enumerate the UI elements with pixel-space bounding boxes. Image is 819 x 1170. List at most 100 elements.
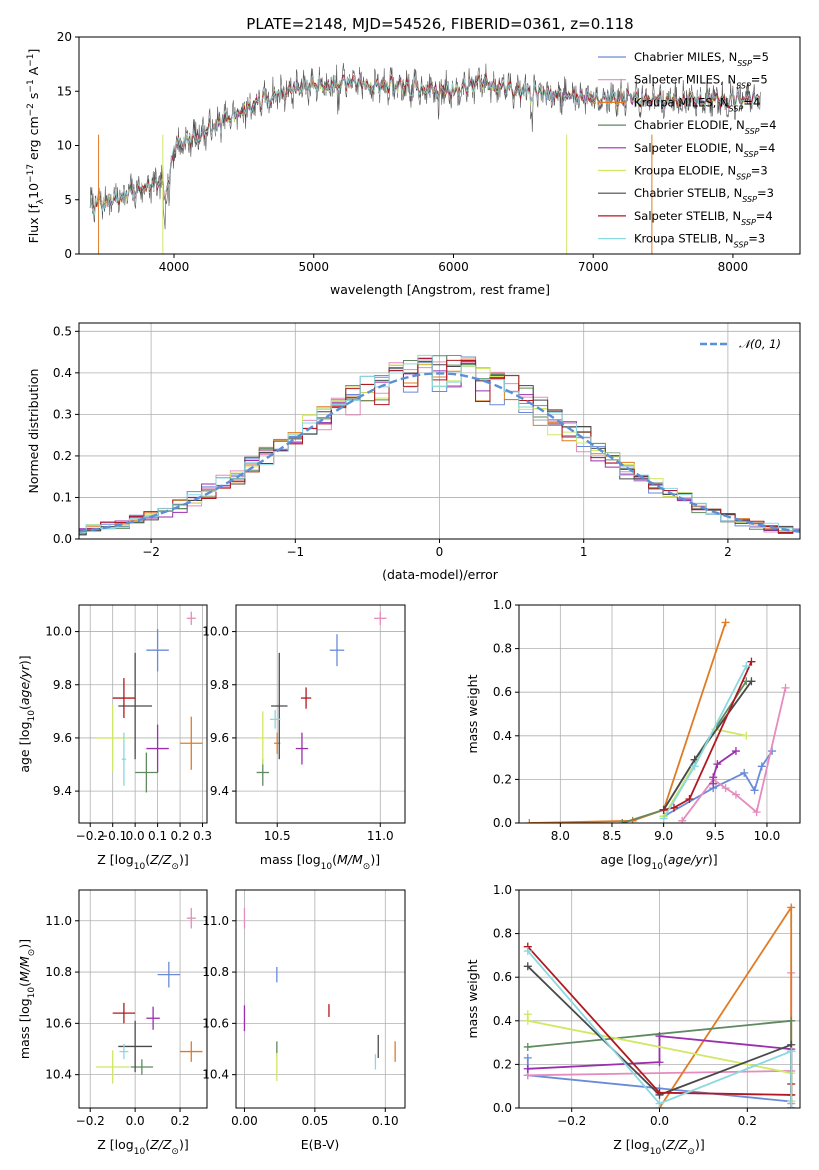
mass-weight-vs-age-xlabel: age [log10(age/yr)] <box>600 852 717 872</box>
residual-histogram <box>79 363 800 534</box>
x-tick-label: −0.1 <box>98 829 127 843</box>
mass-weight-vs-age-xlabel-part: ( <box>663 852 668 867</box>
y-tick-label: 10.4 <box>202 1068 229 1082</box>
axes-frame <box>235 889 406 1109</box>
legend-entry: Salpeter STELIB, NSSP=4 <box>634 209 773 227</box>
mass-weight-vs-Z-ylabel: mass weight <box>465 959 480 1038</box>
x-tick-label: 0.05 <box>302 1114 329 1128</box>
spectrum-xlabel: wavelength [Angstrom, rest frame] <box>330 282 550 297</box>
normal-curve <box>79 372 800 533</box>
mass-weight-marker <box>523 1053 532 1062</box>
age-vs-mass-xlabel-part: ( <box>332 852 337 867</box>
y-tick-label: 0.8 <box>493 642 512 656</box>
legend-model-name: Kroupa MILES, N <box>634 95 729 109</box>
age-vs-Z-xlabel-part: Z/Z <box>149 852 172 867</box>
age-vs-Z-xlabel-part: ( <box>145 852 150 867</box>
spectrum-ylabel-part: ] <box>26 49 41 54</box>
mass-vs-Z-ylabel: mass [log10(M/M⊙)] <box>17 939 37 1059</box>
residual-histogram <box>79 354 800 533</box>
plot-area <box>95 611 203 793</box>
plot-area <box>523 903 796 1108</box>
mass-weight-vs-age-xlabel-part: )] <box>708 852 718 867</box>
y-tick-label: 9.6 <box>210 731 229 745</box>
spectrum-ylabel-part: A <box>26 66 41 79</box>
legend-nssp: =4 <box>760 118 777 132</box>
x-tick-label: 7000 <box>578 260 609 274</box>
age-vs-Z-xlabel-part: Z [log <box>97 852 133 867</box>
x-tick-label: 10.5 <box>264 829 291 843</box>
legend-model-name: Kroupa STELIB, N <box>634 232 734 246</box>
legend-entry: Chabrier STELIB, NSSP=3 <box>634 186 774 204</box>
mass-weight-marker <box>655 1088 664 1097</box>
x-tick-label: −2 <box>142 545 160 559</box>
mass-weight-marker <box>618 819 627 823</box>
spectrum-ylabel-part: s <box>26 93 41 104</box>
mass-vs-ebv-xlabel: E(B-V) <box>301 1137 340 1152</box>
spectrum-ylabel-part: 10 <box>26 183 41 199</box>
age-vs-Z-panel: −0.2−0.10.0 0.1 0.2 0.3 9.4 9.6 9.8 10.0 <box>45 604 212 843</box>
residual-histogram <box>79 360 800 536</box>
age-vs-mass-xlabel-part: mass [log <box>260 852 321 867</box>
plot-area <box>525 618 790 823</box>
x-tick-label: −0.2 <box>76 1114 105 1128</box>
age-vs-Z-ylabel-part: age [log <box>17 721 32 772</box>
mass-weight-marker <box>787 1047 796 1056</box>
spectrum-ylabel-part: λ <box>36 198 46 204</box>
legend-nssp: =3 <box>757 186 774 200</box>
age-vs-Z-ylabel-part: 10 <box>27 710 37 722</box>
spectrum-ylabel: Flux [fλ10−17 erg cm−2 s−1 A−1] <box>26 49 46 244</box>
age-vs-Z-ylabel-part: )] <box>17 655 32 665</box>
mass-weight-marker <box>787 1016 796 1025</box>
y-tick-label: 10.8 <box>45 965 72 979</box>
x-tick-label: 0.00 <box>231 1114 258 1128</box>
residual-panel: −2 −1 0 1 2 0.0 0.1 0.2 0.3 0.4 0.5 <box>53 322 801 559</box>
mass-weight-marker <box>709 773 718 782</box>
mass-vs-Z-ylabel-part: ⊙ <box>27 949 37 957</box>
y-tick-label: 10.8 <box>202 965 229 979</box>
legend-sub: SSP <box>744 149 759 158</box>
age-vs-Z-ylabel: age [log10(age/yr)] <box>17 655 37 772</box>
plot-area <box>89 62 761 254</box>
mass-weight-marker <box>740 768 749 777</box>
y-tick-label: 0.4 <box>493 1014 512 1028</box>
y-tick-label: 0.0 <box>53 532 72 546</box>
legend-nssp: =4 <box>758 141 775 155</box>
residual-ylabel: Normed distribution <box>26 369 41 494</box>
x-tick-label: 1 <box>580 545 588 559</box>
mass-weight-line <box>527 1035 792 1070</box>
mass-weight-marker <box>690 762 699 771</box>
legend-model-name: Chabrier ELODIE, N <box>634 118 745 132</box>
mass-weight-marker <box>752 808 761 817</box>
y-tick-label: 10.4 <box>45 1068 72 1082</box>
mass-weight-vs-age-xlabel-part: age [log <box>600 852 651 867</box>
mass-weight-vs-Z-xlabel-part: ( <box>661 1137 666 1152</box>
x-tick-label: 8.0 <box>551 829 570 843</box>
mass-weight-vs-Z-xlabel-part: ⊙ <box>687 1147 695 1157</box>
x-tick-label: −0.2 <box>557 1114 586 1128</box>
mass-vs-Z-xlabel-part: Z [log <box>97 1137 133 1152</box>
y-tick-label: 15 <box>57 84 72 98</box>
mass-vs-Z-panel: −0.2 0.0 0.2 10.4 10.6 10.8 11.0 <box>45 889 208 1128</box>
y-tick-label: 0.0 <box>493 1101 512 1115</box>
x-tick-label: 2 <box>724 545 732 559</box>
mass-weight-marker <box>713 760 722 769</box>
y-tick-label: 0.6 <box>493 685 512 699</box>
legend-sub: SSP <box>729 104 744 113</box>
legend-sub: SSP <box>742 195 757 204</box>
y-tick-label: 10 <box>57 139 72 153</box>
y-tick-label: 0.2 <box>53 449 72 463</box>
y-tick-label: 10.0 <box>202 625 229 639</box>
age-vs-Z-ylabel-part: ( <box>17 705 32 710</box>
y-tick-label: 9.8 <box>53 678 72 692</box>
mass-weight-vs-Z-panel: −0.2 0.0 0.2 0.0 0.2 0.4 0.6 0.8 1.0 <box>493 883 801 1128</box>
legend-sub: SSP <box>736 172 751 181</box>
mass-weight-marker <box>523 1064 532 1073</box>
legend-nssp: =3 <box>748 232 765 246</box>
normal-legend-label: 𝒩(0, 1) <box>739 337 781 351</box>
plot-area <box>79 354 800 536</box>
mass-weight-marker <box>523 1042 532 1051</box>
legend-model-name: Salpeter MILES, N <box>634 73 736 87</box>
x-tick-label: 0.0 <box>650 1114 669 1128</box>
x-tick-label: −0.2 <box>76 829 105 843</box>
x-tick-label: 0.2 <box>171 1114 190 1128</box>
